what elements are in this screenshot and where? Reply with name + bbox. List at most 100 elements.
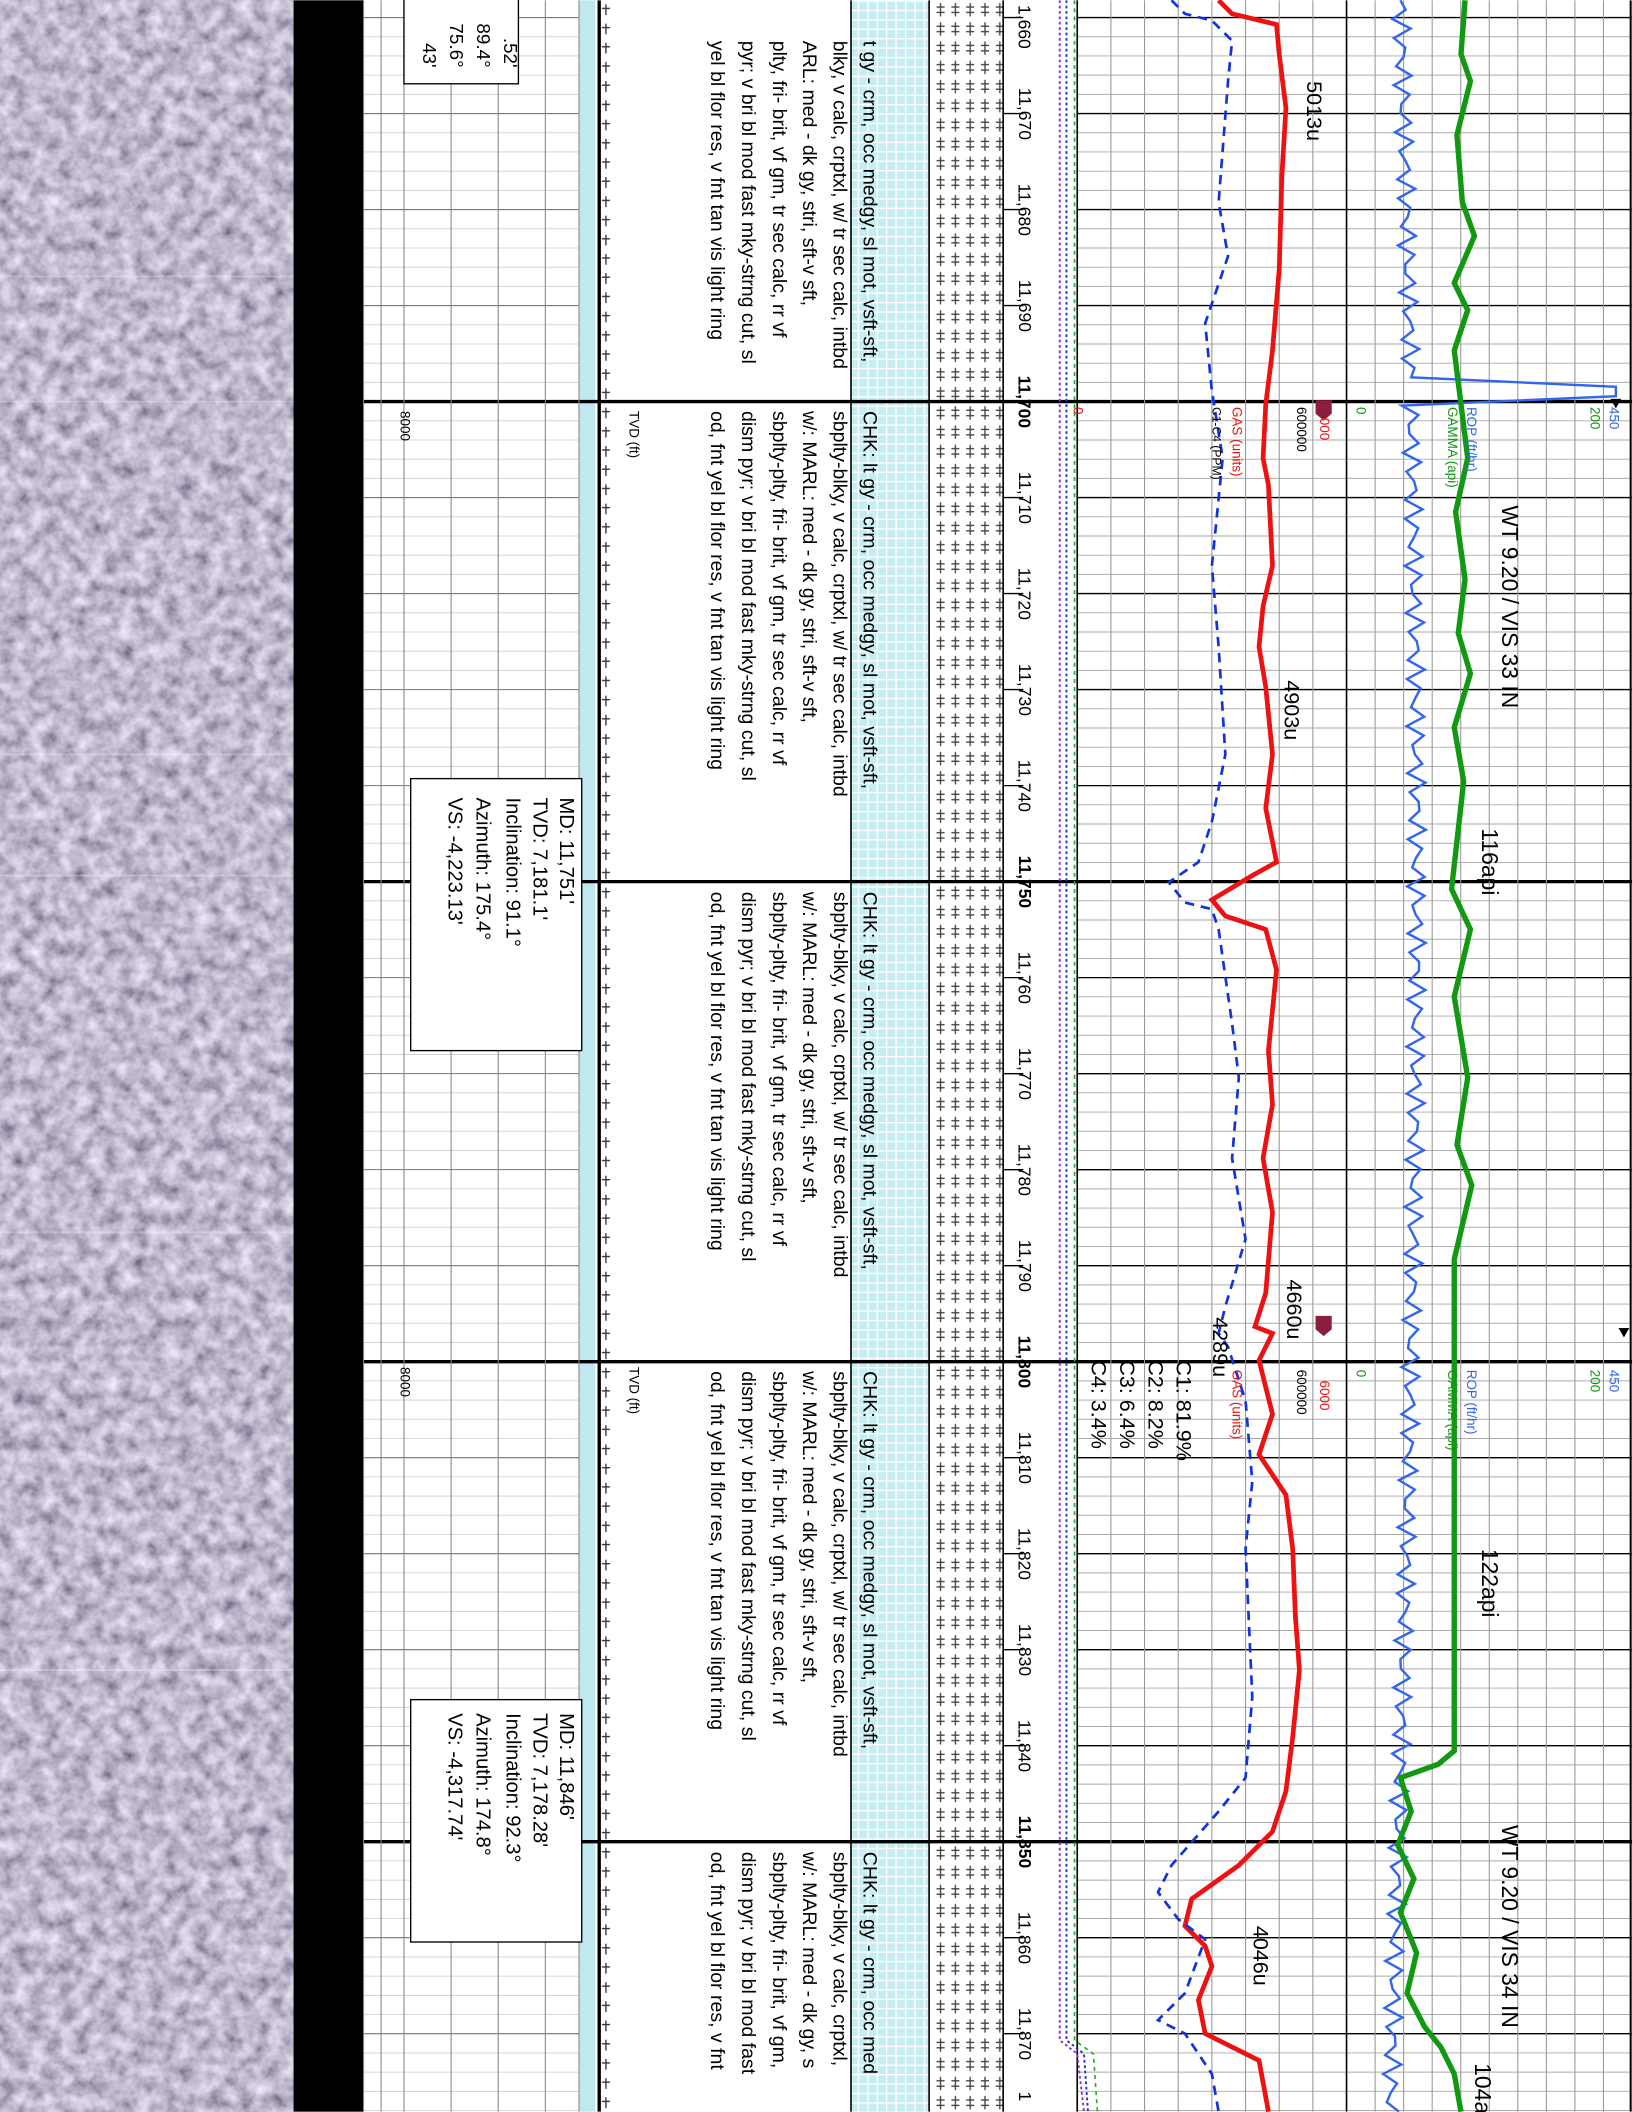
labels: 1,660 11,670 11,680 11,690 11,700 11,710 11,72… [397,5,1621,2112]
porosity-column [851,0,930,2112]
depth-label: 11,670 [1015,88,1035,140]
lithology-description: sbplty-blky, v calc, crptxl, w/ tr sec c… [829,892,851,1278]
gas-label: GAS (units) [1230,1370,1245,1440]
gas-scale: 6000 [1317,1381,1332,1411]
survey-line: 43' [419,43,440,68]
curves [1058,0,1618,2112]
survey-box [410,777,583,1052]
rop-scale: 0 [1353,407,1368,414]
depth-label: 11,770 [1015,1048,1035,1100]
lithology-description: dism pyr; v bri bl mod fast [737,1852,759,2075]
lithology-description: w/: MARL: med - dk gy, s [798,1851,820,2069]
survey-line: Azimuth: 175.4° [472,797,494,940]
lithology-description: w/: MARL: med - dk gy, stri, sft-v sft, [798,1370,820,1683]
depth-label: 11,800 [1015,1336,1035,1389]
tvd-scale: 8000 [397,1367,412,1397]
lithology-description: sbplty-plty, fri- brit, vf gm, [768,1852,790,2069]
depth-label: 11,790 [1015,1240,1035,1292]
c-curve [1058,0,1085,2112]
cyan-strip [579,0,596,2112]
tvd-title: TVD (ft) [626,1367,641,1414]
lithology-description: pyr; v bri bl mod fast mky-strng cut, sl [737,41,759,364]
tvd-scale: 8000 [397,411,412,441]
lithology-description: blky, v calc, crptxl, w/ tr sec calc, in… [829,41,851,369]
lithology-description: CHK: lt gy - crm, occ medgy, sl mot, vsf… [858,411,880,789]
gas-curve [1182,0,1302,2112]
lithology-description: sbplty-plty, fri- brit, vf gm, tr sec ca… [768,892,790,1247]
gas-composition: C1: 81.9% [1172,1360,1196,1461]
lithology-description: sbplty-blky, v calc, crptxl, w/ tr sec c… [829,1371,851,1757]
lithology-description: od, fnt yel bl flor res, v fnt tan vis l… [706,892,728,1251]
depth-label: 11,690 [1015,280,1035,332]
rop-scale: 0 [1353,1370,1368,1377]
rop-scale: 450 [1607,407,1622,429]
gas-marker [1315,400,1332,421]
gas-scale: 000 [1317,418,1332,440]
gas-scale: 0 [1071,407,1086,414]
survey-line: .52' [500,38,521,68]
survey-line: Inclination: 92.3° [501,1713,523,1862]
rop-curve [1380,0,1618,2112]
lithology-description: sbplty-blky, v calc, crptxl, [829,1852,851,2066]
rop-label: ROP (ft/hr) [1464,407,1479,472]
gamma-value: 116api [1477,828,1503,895]
gas-composition: C3: 6.4% [1115,1360,1139,1449]
survey-line: Inclination: 91.1° [501,797,523,946]
survey-line: TVD: 7,178.28' [528,1713,550,1847]
gamma-label: GAMMA (api) [1445,1370,1460,1451]
lithology-description: w/: MARL: med - dk gy, stri, sft-v sft, [798,891,820,1204]
gas-composition: C2: 8.2% [1143,1360,1167,1449]
gamma-label: GAMMA (api) [1445,407,1460,488]
depth-label: 11,830 [1015,1624,1035,1676]
depth-label: 11,730 [1015,664,1035,716]
c1c4-curve [1155,0,1254,2112]
marker-triangle [1610,398,1622,409]
c-scale: 600000 [1294,1370,1309,1415]
depth-label: 11,740 [1015,760,1035,812]
survey-box [410,1698,583,1943]
grid [363,0,1632,2112]
survey-box [403,0,520,85]
gas-marker [1315,1315,1332,1337]
rop-label: ROP (ft/hr) [1464,1370,1479,1435]
depth-label: 11,780 [1015,1144,1035,1196]
depth-label: 11,680 [1015,184,1035,236]
cuttings-photo [0,0,294,2112]
photo-seams [0,275,294,1672]
gas-value: 4660u [1282,1280,1306,1340]
survey-line: 75.6° [446,23,467,67]
depth-label: 11,820 [1015,1528,1035,1580]
depth-label: 11,810 [1015,1432,1035,1484]
survey-line: MD: 11,846' [555,1713,577,1820]
survey-line: VS: -4,317.74' [443,1713,465,1840]
c-curve [1073,0,1099,2112]
gas-label: GAS (units) [1230,407,1245,477]
lithology-description: od, fnt yel bl flor res, v fnt [706,1852,728,2071]
survey-boxes [403,0,583,1943]
depth-label: 11,850 [1015,1816,1035,1869]
gas-value: 4289u [1208,1317,1232,1377]
lithology-description: t gy - crm, occ medgy, sl mot, vsft-sft, [858,41,880,363]
gamma-value: 122api [1477,1549,1503,1618]
survey-line: 89.4° [473,23,494,67]
survey-line: MD: 11,751' [555,797,577,904]
depth-label: 11,750 [1015,856,1035,909]
c-curve [1065,0,1089,2112]
lithology-description: w/: MARL: med - dk gy, stri, sft-v sft, [798,410,820,723]
lithology-description: CHK: lt gy - crm, occ med [858,1852,880,2074]
lithology-column [931,0,1004,2112]
lithology-description: sbplty-plty, fri- brit, vf gm, tr sec ca… [768,1371,790,1726]
lithology-description: plty, fri- brit, vf gm, tr sec calc, rr … [768,41,790,338]
tvd-title: TVD (ft) [626,411,641,458]
lithology-description: sbplty-plty, fri- brit, vf gm, tr sec ca… [768,411,790,766]
gamma-value: 104a [1470,2063,1496,2112]
c-scale: 600000 [1294,407,1309,452]
depth-label: 11,870 [1015,2008,1035,2060]
gamma-scale: 200 [1588,407,1603,429]
lithology-description: dism pyr; v bri bl mod fast mky-strng cu… [737,892,759,1262]
depth-label: 1 [1015,2091,1035,2101]
lithology-description: yel bl flor res, v fnt tan vis light rin… [706,41,728,340]
c-label: C1-C4 (PPM) [1210,407,1224,480]
